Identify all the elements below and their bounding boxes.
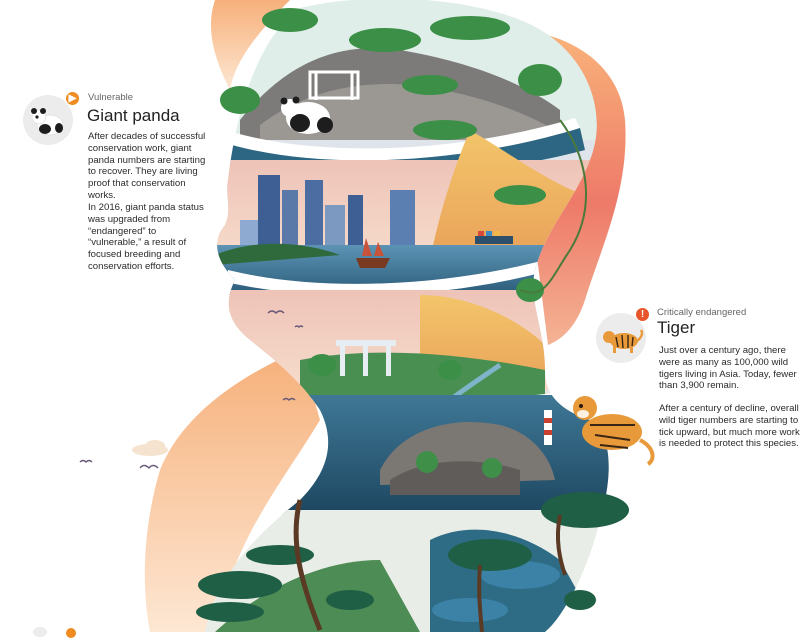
- sunset-backdrop-left: [144, 350, 320, 632]
- panda-paragraph-1: After decades of successful conservation…: [88, 131, 206, 201]
- tiger-figure: [573, 396, 655, 466]
- panda-avatar: [23, 95, 73, 145]
- next-card-badge-partial: [66, 628, 76, 638]
- next-card-avatar-partial: [33, 627, 47, 637]
- panda-paragraph-2: In 2016, giant panda status was upgraded…: [88, 202, 204, 272]
- tiger-paragraph-2: After a century of decline, overall wild…: [659, 403, 800, 450]
- panda-status: Vulnerable: [88, 92, 134, 103]
- tiger-paragraph-1: Just over a century ago, there were as m…: [659, 345, 797, 392]
- tiger-avatar: [596, 313, 646, 363]
- tiger-status: Critically endangered: [657, 307, 747, 318]
- tiger-icon: [603, 329, 644, 353]
- exclamation-icon: !: [636, 308, 649, 321]
- panda-title: Giant panda: [87, 106, 180, 125]
- sunset-flame-top: [210, 0, 290, 90]
- play-icon[interactable]: ▶: [66, 92, 79, 105]
- panda-figure: [280, 96, 333, 134]
- panda-icon: [31, 108, 64, 136]
- tiger-title: Tiger: [657, 318, 696, 337]
